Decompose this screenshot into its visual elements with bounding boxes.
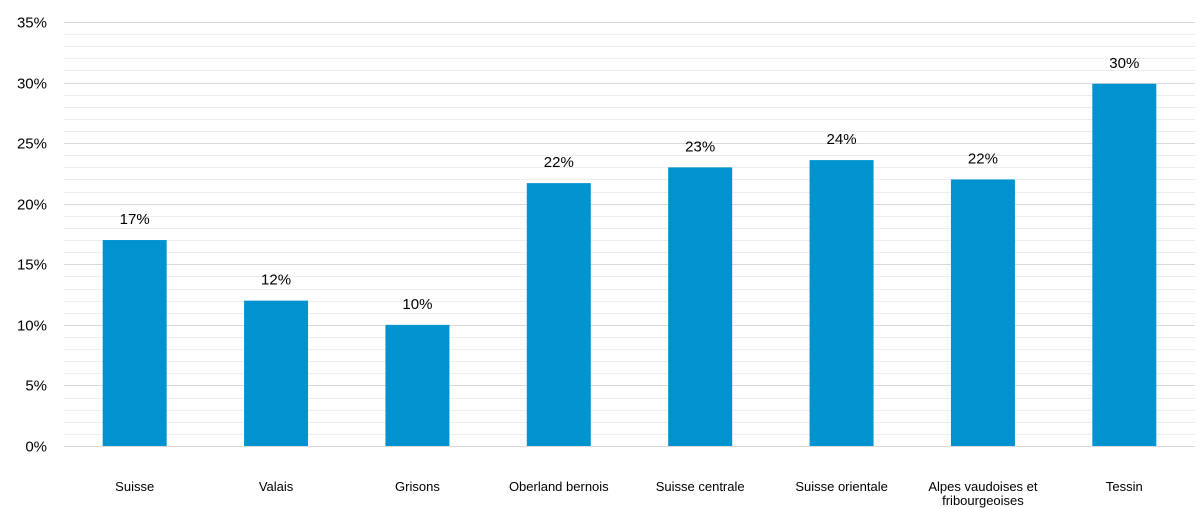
minor-gridlines: [64, 34, 1195, 435]
data-label: 10%: [402, 296, 432, 313]
bar: [526, 183, 591, 446]
x-category-label: fribourgeoises: [942, 493, 1024, 508]
y-tick-label: 15%: [17, 257, 47, 274]
data-label: 12%: [261, 272, 291, 289]
y-tick-label: 10%: [17, 318, 47, 335]
x-category-label: Suisse centrale: [656, 479, 745, 494]
data-label: 22%: [968, 150, 998, 167]
bar: [102, 240, 167, 446]
bar: [950, 179, 1015, 446]
x-category-label: Tessin: [1106, 479, 1143, 494]
y-tick-label: 0%: [25, 439, 47, 456]
x-axis-category-labels: Suisse Valais Grisons Oberland bernois Suiss…: [115, 479, 1143, 508]
bar: [668, 167, 733, 446]
bar: [809, 160, 874, 447]
x-category-label: Alpes vaudoises et: [928, 479, 1038, 494]
bar: [1092, 83, 1157, 446]
bars: [102, 83, 1157, 447]
data-labels: 17% 12% 10% 22% 23% 24% 22% 30%: [120, 55, 1140, 313]
y-tick-label: 5%: [25, 378, 47, 395]
bar: [385, 324, 450, 446]
data-label: 30%: [1109, 55, 1139, 72]
y-tick-label: 35%: [17, 15, 47, 32]
x-category-label: Suisse orientale: [795, 479, 888, 494]
data-label: 17%: [120, 211, 150, 228]
data-label: 22%: [544, 154, 574, 171]
data-label: 24%: [827, 131, 857, 148]
y-tick-label: 30%: [17, 76, 47, 93]
x-category-label: Grisons: [395, 479, 440, 494]
y-tick-label: 20%: [17, 197, 47, 214]
x-category-label: Oberland bernois: [509, 479, 609, 494]
major-gridlines: [64, 22, 1195, 447]
data-label: 23%: [685, 138, 715, 155]
x-category-label: Suisse: [115, 479, 154, 494]
x-category-label: Valais: [259, 479, 294, 494]
y-tick-label: 25%: [17, 136, 47, 153]
y-axis-tick-labels: 0% 5% 10% 15% 20% 25% 30% 35%: [17, 15, 47, 456]
bar: [244, 300, 309, 446]
